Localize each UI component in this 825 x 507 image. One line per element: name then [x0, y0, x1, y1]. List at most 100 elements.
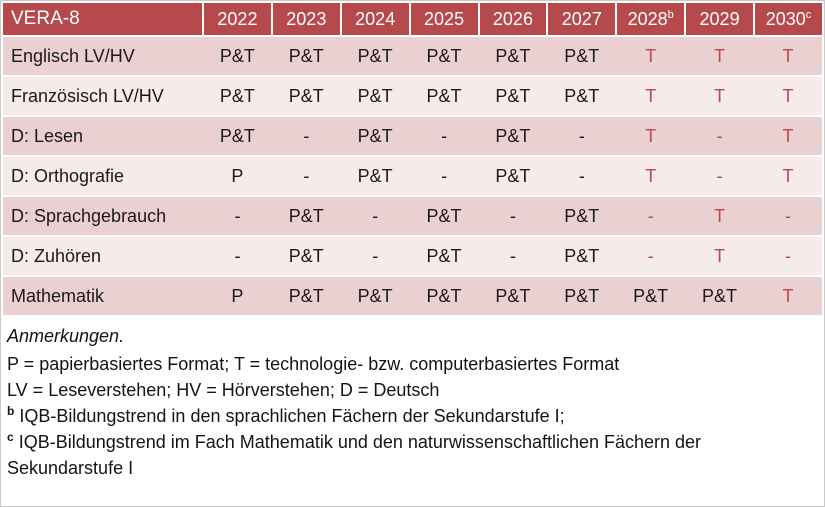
- format-cell: P: [203, 155, 272, 197]
- table-header: VERA-8 2022 2023 2024 2025 2026 2027 2028b 2029…: [1, 1, 824, 37]
- format-cell: P&T: [340, 35, 410, 77]
- format-cell: P&T: [409, 35, 479, 77]
- table-body: Englisch LV/HV P&T P&T P&T P&T P&T P&T T T T Franz…: [1, 35, 824, 317]
- vera8-schedule-table: VERA-8 2022 2023 2024 2025 2026 2027 2028b 2029…: [1, 1, 824, 317]
- format-cell: T: [685, 35, 754, 77]
- format-cell: P&T: [340, 75, 410, 117]
- format-cell: T: [685, 195, 754, 237]
- format-cell: T: [754, 155, 824, 197]
- format-cell: T: [616, 75, 686, 117]
- format-cell: P&T: [547, 235, 617, 277]
- header-row: VERA-8 2022 2023 2024 2025 2026 2027 2028b 2029…: [1, 1, 824, 37]
- format-cell: -: [616, 195, 686, 237]
- year-header: 2022: [202, 1, 273, 37]
- format-cell: P&T: [203, 35, 272, 77]
- table-title: VERA-8: [1, 1, 204, 37]
- format-cell: P&T: [685, 275, 754, 317]
- format-cell: -: [547, 115, 617, 157]
- format-cell: P&T: [203, 75, 272, 117]
- format-cell: T: [616, 155, 686, 197]
- notes-section: Anmerkungen. P = papierbasiertes Format;…: [1, 317, 824, 481]
- format-cell: P&T: [271, 195, 341, 237]
- format-cell: -: [203, 235, 272, 277]
- format-cell: P&T: [478, 75, 548, 117]
- format-cell: P&T: [547, 35, 617, 77]
- row-label: D: Zuhören: [1, 235, 203, 277]
- format-cell: -: [616, 235, 686, 277]
- year-header: 2028b: [615, 1, 687, 37]
- format-cell: -: [340, 235, 410, 277]
- format-cell: -: [203, 195, 272, 237]
- footnote-marker: b: [7, 404, 15, 418]
- format-cell: T: [754, 275, 824, 317]
- format-cell: T: [754, 115, 824, 157]
- year-header: 2026: [477, 1, 549, 37]
- note-line: LV = Leseverstehen; HV = Hörverstehen; D…: [7, 380, 440, 400]
- note-line: b IQB-Bildungstrend in den sprachlichen …: [7, 404, 565, 426]
- format-cell: T: [754, 35, 824, 77]
- row-label: Englisch LV/HV: [1, 35, 203, 77]
- format-cell: -: [340, 195, 410, 237]
- row-label: D: Sprachgebrauch: [1, 195, 203, 237]
- format-cell: P&T: [478, 155, 548, 197]
- note-line: c IQB-Bildungstrend im Fach Mathematik u…: [7, 430, 702, 478]
- format-cell: P&T: [547, 275, 617, 317]
- format-cell: -: [478, 235, 548, 277]
- format-cell: T: [754, 75, 824, 117]
- format-cell: P&T: [547, 75, 617, 117]
- table-row: Französisch LV/HV P&T P&T P&T P&T P&T P&T T T T: [1, 75, 824, 117]
- year-header: 2023: [270, 1, 342, 37]
- format-cell: P&T: [271, 235, 341, 277]
- year-header: 2025: [408, 1, 480, 37]
- format-cell: P: [203, 275, 272, 317]
- year-header: 2029: [684, 1, 755, 37]
- format-cell: -: [547, 155, 617, 197]
- format-cell: -: [685, 155, 754, 197]
- format-cell: T: [616, 115, 686, 157]
- footnote-marker: b: [667, 8, 674, 21]
- format-cell: -: [409, 115, 479, 157]
- row-label: Französisch LV/HV: [1, 75, 203, 117]
- format-cell: P&T: [340, 115, 410, 157]
- format-cell: T: [616, 35, 686, 77]
- format-cell: -: [409, 155, 479, 197]
- footnote-marker: c: [805, 8, 812, 21]
- format-cell: P&T: [478, 115, 548, 157]
- note-lines: P = papierbasiertes Format; T = technolo…: [7, 351, 814, 481]
- format-cell: -: [271, 155, 341, 197]
- row-label: D: Orthografie: [1, 155, 203, 197]
- format-cell: P&T: [271, 75, 341, 117]
- format-cell: P&T: [203, 115, 272, 157]
- format-cell: -: [754, 195, 824, 237]
- format-cell: P&T: [409, 235, 479, 277]
- table-row: D: Orthografie P - P&T - P&T - T - T: [1, 155, 824, 197]
- format-cell: T: [685, 75, 754, 117]
- table-row: D: Sprachgebrauch - P&T - P&T - P&T - T -: [1, 195, 824, 237]
- format-cell: P&T: [271, 35, 341, 77]
- notes-title: Anmerkungen.: [7, 326, 125, 346]
- table-row: D: Lesen P&T - P&T - P&T - T - T: [1, 115, 824, 157]
- row-label: Mathematik: [1, 275, 203, 317]
- format-cell: P&T: [547, 195, 617, 237]
- format-cell: P&T: [409, 195, 479, 237]
- year-header: 2027: [546, 1, 618, 37]
- format-cell: P&T: [478, 35, 548, 77]
- table-row: D: Zuhören - P&T - P&T - P&T - T -: [1, 235, 824, 277]
- format-cell: P&T: [340, 155, 410, 197]
- row-label: D: Lesen: [1, 115, 203, 157]
- note-line: P = papierbasiertes Format; T = technolo…: [7, 354, 620, 374]
- table-row: Mathematik P P&T P&T P&T P&T P&T P&T P&T T: [1, 275, 824, 317]
- format-cell: P&T: [340, 275, 410, 317]
- format-cell: -: [271, 115, 341, 157]
- year-header: 2030c: [753, 1, 824, 37]
- format-cell: T: [685, 235, 754, 277]
- format-cell: -: [685, 115, 754, 157]
- format-cell: P&T: [271, 275, 341, 317]
- format-cell: -: [754, 235, 824, 277]
- format-cell: -: [478, 195, 548, 237]
- format-cell: P&T: [616, 275, 686, 317]
- table-row: Englisch LV/HV P&T P&T P&T P&T P&T P&T T T T: [1, 35, 824, 77]
- format-cell: P&T: [409, 75, 479, 117]
- year-header: 2024: [339, 1, 411, 37]
